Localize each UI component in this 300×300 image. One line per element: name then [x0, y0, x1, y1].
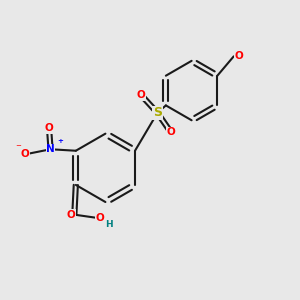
Text: S: S	[153, 106, 162, 119]
Text: O: O	[67, 210, 76, 220]
Text: H: H	[106, 220, 113, 229]
Text: O: O	[20, 149, 29, 159]
Text: +: +	[57, 138, 63, 144]
Text: −: −	[15, 143, 21, 149]
Text: O: O	[167, 127, 175, 137]
Text: O: O	[235, 51, 243, 62]
Text: O: O	[137, 90, 146, 100]
Text: N: N	[46, 144, 55, 154]
Text: O: O	[95, 213, 104, 223]
Text: O: O	[45, 124, 53, 134]
